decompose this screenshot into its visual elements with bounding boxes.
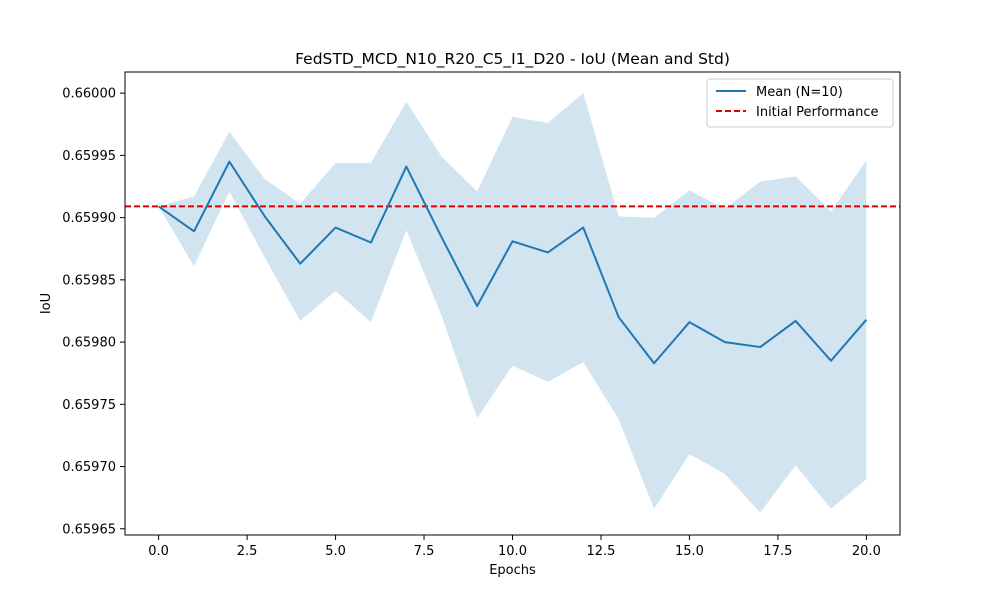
y-tick-label: 0.65990 [62, 211, 116, 226]
mean-point [759, 346, 761, 348]
mean-point [264, 215, 266, 217]
x-tick-label: 10.0 [498, 544, 527, 559]
mean-point [830, 360, 832, 362]
mean-point [724, 341, 726, 343]
mean-point [547, 251, 549, 253]
std-band [158, 93, 867, 513]
x-axis-title: Epochs [489, 563, 536, 578]
y-tick-label: 0.65975 [62, 398, 116, 413]
chart-title: FedSTD_MCD_N10_R20_C5_I1_D20 - IoU (Mean… [295, 50, 730, 69]
plot-area: 0.0 2.5 5.0 7.5 10.0 12.5 15.0 17.5 20.0 0.65965 0… [62, 71, 901, 559]
x-tick-label: 20.0 [852, 544, 881, 559]
mean-point [512, 240, 514, 242]
y-tick-label: 0.65980 [62, 336, 116, 351]
y-tick-label: 0.65985 [62, 273, 116, 288]
x-tick-label: 0.0 [148, 544, 169, 559]
mean-point [441, 237, 443, 239]
mean-point [618, 316, 620, 318]
mean-point [158, 205, 160, 207]
mean-point [405, 166, 407, 168]
y-tick-label: 0.65965 [62, 522, 116, 537]
mean-point [193, 230, 195, 232]
mean-point [688, 321, 690, 323]
x-tick-label: 12.5 [586, 544, 615, 559]
y-axis-title: IoU [39, 293, 54, 314]
x-tick-label: 17.5 [763, 544, 792, 559]
mean-point [476, 305, 478, 307]
legend-box [706, 78, 894, 128]
x-tick-label: 7.5 [414, 544, 435, 559]
x-tick-label: 5.0 [325, 544, 346, 559]
mean-point [795, 320, 797, 322]
mean-point [335, 227, 337, 229]
mean-line [158, 160, 868, 365]
mean-point [370, 242, 372, 244]
mean-point [299, 263, 301, 265]
legend: Mean (N=10) Initial Performance [706, 78, 894, 128]
x-tick-label: 15.0 [675, 544, 704, 559]
y-tick-label: 0.65970 [62, 460, 116, 475]
legend-label-mean: Mean (N=10) [756, 85, 843, 100]
mean-point [582, 227, 584, 229]
x-tick-label: 2.5 [237, 544, 258, 559]
y-tick-label: 0.66000 [62, 87, 116, 102]
legend-label-initial-performance: Initial Performance [756, 105, 878, 120]
mean-point [865, 319, 867, 321]
mean-point [228, 161, 230, 163]
mean-point [653, 362, 655, 364]
y-tick-label: 0.65995 [62, 149, 116, 164]
